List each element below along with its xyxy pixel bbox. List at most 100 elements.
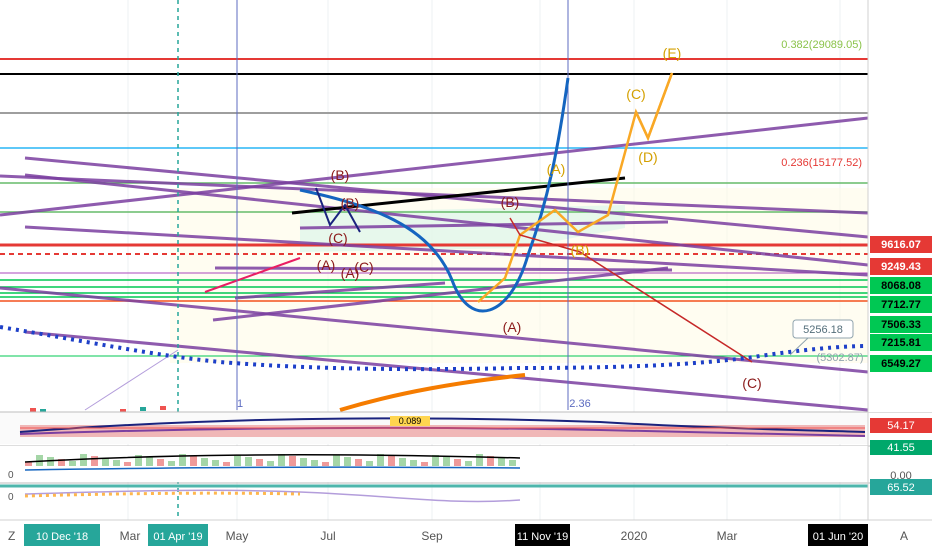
price-axis[interactable]: 54.1741.550.000.0065.5236000.0028000.002… [867,0,932,520]
fib-label-1: 0.236(15177.52) [781,157,862,169]
pane2-bar-16 [201,458,208,466]
pane1-line-blue [19,417,866,433]
pane2-bar-4 [69,461,76,466]
ind-label-bg-0 [870,418,932,433]
price-label-2: 8068.08 [881,280,921,292]
pane3-zero-left: 0 [8,492,14,503]
pane2-bar-24 [289,456,296,466]
pane2-bar-30 [355,459,362,466]
pane1-tag [390,416,430,426]
annotation-box [792,319,854,339]
pane2-bar-40 [465,461,472,466]
drawings-layer [0,0,870,520]
channel-line-6 [212,266,669,322]
time-tick-4: 2020 [621,529,648,543]
wave-label-10: (B) [571,242,590,258]
wave-label-6: (B) [501,194,520,210]
ind-label-1: 41.55 [887,442,915,454]
pane2-bar-14 [179,454,186,466]
pane2-bar-33 [388,456,395,466]
time-highlight-bg-0 [24,524,100,546]
channel-line-4 [24,225,869,277]
channel-line-5 [214,266,673,272]
price-label-bg-2 [870,277,932,294]
price-label-bg-1 [870,258,932,275]
fib-label-0: 0.382(29089.05) [781,39,862,51]
channel-line-8 [0,286,869,374]
pane2-bar-2 [47,457,54,466]
price-label-bg-0 [870,236,932,253]
price-label-1: 9249.43 [881,261,921,273]
pane2-bar-12 [157,459,164,466]
price-label-5: 7215.81 [881,337,921,349]
wave-label-12: (D) [638,149,657,165]
orange-projection-tail [634,72,674,142]
time-tick-0: Mar [120,529,141,543]
channel-line-3 [0,174,869,215]
footer-right-icon: A [900,529,908,543]
pane2-bar-13 [168,461,175,466]
price-label-4: 7506.33 [881,319,921,331]
wave-label-0: (B) [331,167,350,183]
early-candle-4 [160,406,166,410]
pane2-bar-8 [113,460,120,466]
annotation-pointer [789,337,809,356]
wave-label-7: (A) [503,319,522,335]
pane2-bar-15 [190,456,197,466]
pane3-dots [24,491,301,498]
wave-label-13: (E) [663,45,682,61]
pane2-bar-43 [498,458,505,466]
ind-label-bg-4 [870,479,932,495]
channel-line-7 [234,281,446,300]
ind-label-0: 54.17 [887,420,915,432]
pane1-line-purple [19,426,866,437]
pane2-bar-32 [377,454,384,466]
time-highlight-1: 01 Apr '19 [153,531,202,543]
price-label-bg-5 [870,334,932,351]
annotation-count-2: 2.36 [569,398,590,410]
pane2-bar-0 [25,462,32,466]
pane1-tag-value: 0.089 [399,416,422,426]
pane2-line-blue [24,466,521,471]
wave-label-4: (A) [341,265,360,281]
pane2-bar-10 [135,455,142,466]
time-highlight-bg-3 [808,524,868,546]
pane2-bar-31 [366,461,373,466]
price-label-3: 7712.77 [881,299,921,311]
pane2-bar-5 [80,454,87,466]
footer-left-icon: Z [8,529,15,543]
pane2-bar-29 [344,457,351,466]
pane2-line [24,454,521,463]
overlay-layer [0,72,869,412]
pane2-bar-41 [476,454,483,466]
pane2-bar-11 [146,457,153,466]
channel-line-10 [299,220,669,230]
annotation-secondary-value: (5302.87) [816,352,863,364]
time-highlight-3: 01 Jun '20 [813,531,863,543]
time-tick-2: Jul [320,529,335,543]
candles-layer [30,406,166,413]
early-candle-0 [30,408,36,412]
pane2-bar-18 [223,462,230,466]
blue-projection-arc [299,77,570,313]
wave-label-2: (C) [328,230,347,246]
price-label-6: 6549.27 [881,358,921,370]
pane2-bar-34 [399,458,406,466]
pane2-bar-22 [267,461,274,466]
red-projection [509,217,753,363]
time-tick-3: Sep [421,529,443,543]
pane2-bar-35 [410,460,417,466]
pink-trendline [204,257,301,293]
early-candle-3 [140,407,146,411]
wave-label-1: (B) [341,195,360,211]
ind-label-4: 65.52 [887,482,915,494]
pane2-bar-7 [102,458,109,466]
time-axis[interactable]: Z A Mar May Jul Sep 2020 Mar 10 Dec '18 01 Apr '1… [0,519,932,550]
orange-curve [339,373,526,412]
channel-line-2 [24,173,869,267]
pane2-bar-38 [443,457,450,466]
time-highlight-2: 11 Nov '19 [517,531,568,543]
early-candle-1 [40,409,46,413]
pane2-bar-6 [91,456,98,466]
